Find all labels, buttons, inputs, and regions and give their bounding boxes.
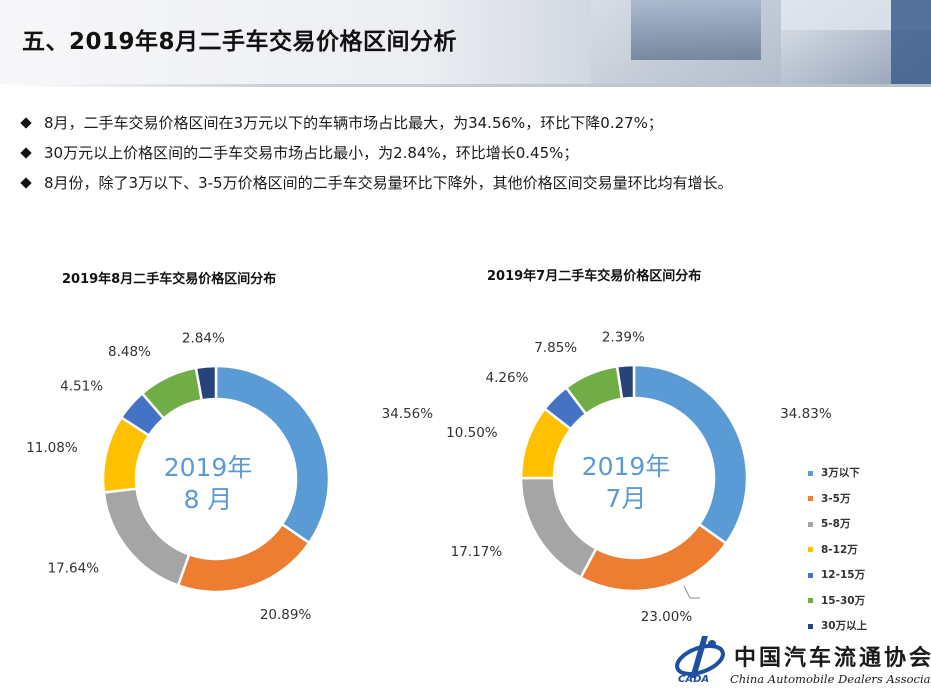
donut-chart-jul: 34.83% 23.00% 17.17% 10.50% 4.26% 7.85% 2.39% 2… [446, 329, 832, 625]
chart-title-august: 2019年8月二手车交易价格区间分布 [62, 272, 277, 287]
bullet-text: 8月份，除了3万以下、3-5万价格区间的二手车交易量环比下降外，其他价格区间交易… [44, 174, 733, 192]
legend-item: 8-12万 [808, 538, 867, 564]
logo-mark-text: CADA [678, 674, 710, 685]
legend-item: 12-15万 [808, 563, 867, 589]
legend-swatch [808, 598, 813, 603]
page-title: 五、2019年8月二手车交易价格区间分析 [22, 29, 458, 55]
legend-label: 12-15万 [821, 569, 866, 581]
legend-label: 3-5万 [821, 492, 851, 505]
legend-item: 3-5万 [808, 487, 867, 513]
data-label: 34.56% [382, 406, 434, 422]
data-label: 34.83% [780, 406, 832, 422]
legend-swatch [808, 572, 813, 578]
legend-label: 8-12万 [821, 543, 858, 556]
chart-legend: 3万以下 3-5万 5-8万 8-12万 12-15万 15-30万 30万以上 [808, 461, 867, 640]
donut-slice [176, 522, 311, 594]
bullet-list: 8月，二手车交易价格区间在3万元以下的车辆市场占比最大，为34.56%，环比下降… [18, 108, 733, 198]
center-label: 2019年 [164, 453, 253, 482]
data-label: 8.48% [108, 344, 151, 360]
data-label: 23.00% [641, 609, 693, 625]
header-divider [0, 84, 931, 87]
logo-english-name: China Automobile Dealers Association [730, 672, 931, 686]
legend-label: 30万以上 [821, 620, 868, 632]
donut-slice [194, 364, 218, 402]
data-label: 4.26% [486, 370, 529, 386]
leader-line [683, 585, 700, 599]
legend-label: 5-8万 [821, 518, 851, 530]
data-label: 2.39% [602, 329, 645, 345]
bullet-item: 8月，二手车交易价格区间在3万元以下的车辆市场占比最大，为34.56%，环比下降… [18, 108, 733, 138]
legend-swatch [808, 521, 813, 527]
center-label: 2019年 [582, 452, 671, 481]
cada-logo: CADA 中国汽车流通协会 China Automobile Dealers A… [672, 630, 931, 692]
data-label: 11.08% [26, 440, 78, 456]
bullet-item: 30万元以上价格区间的二手车交易市场占比最小，为2.84%，环比增长0.45%； [18, 138, 733, 168]
data-label: 17.17% [451, 544, 503, 560]
logo-chinese-name: 中国汽车流通协会 [734, 645, 931, 671]
legend-item: 30万以上 [808, 614, 867, 640]
data-label: 2.84% [182, 331, 225, 347]
data-label: 17.64% [48, 561, 100, 577]
center-label: 8 月 [184, 485, 233, 514]
chart-title-july: 2019年7月二手车交易价格区间分布 [487, 269, 702, 284]
bullet-text: 30万元以上价格区间的二手车交易市场占比最小，为2.84%，环比增长0.45%； [44, 144, 579, 162]
donut-slice [615, 363, 636, 401]
legend-item: 5-8万 [808, 512, 867, 538]
bullet-text: 8月，二手车交易价格区间在3万元以下的车辆市场占比最大，为34.56%，环比下降… [44, 114, 663, 132]
bullet-item: 8月份，除了3万以下、3-5万价格区间的二手车交易量环比下降外，其他价格区间交易… [18, 168, 733, 198]
slide-header: 五、2019年8月二手车交易价格区间分析 [0, 0, 931, 86]
data-label: 4.51% [60, 379, 103, 395]
donut-slice [578, 522, 728, 593]
legend-item: 15-30万 [808, 589, 867, 615]
legend-swatch [808, 496, 813, 501]
cada-emblem-icon [675, 636, 725, 678]
center-label: 7月 [606, 484, 647, 513]
data-label: 10.50% [446, 425, 498, 441]
donut-slice [519, 476, 598, 580]
legend-swatch [808, 623, 813, 629]
data-label: 7.85% [534, 340, 577, 356]
header-decor-cubes-icon [591, 0, 931, 86]
legend-swatch [808, 547, 813, 552]
legend-label: 15-30万 [821, 594, 866, 607]
donut-slice [102, 487, 191, 588]
data-label: 20.89% [260, 607, 312, 623]
legend-item: 3万以下 [808, 461, 867, 487]
legend-swatch [808, 470, 813, 476]
legend-label: 3万以下 [821, 467, 860, 479]
donut-chart-aug: 34.56% 20.89% 17.64% 11.08% 4.51% 8.48% 2.84% 2… [26, 331, 433, 623]
